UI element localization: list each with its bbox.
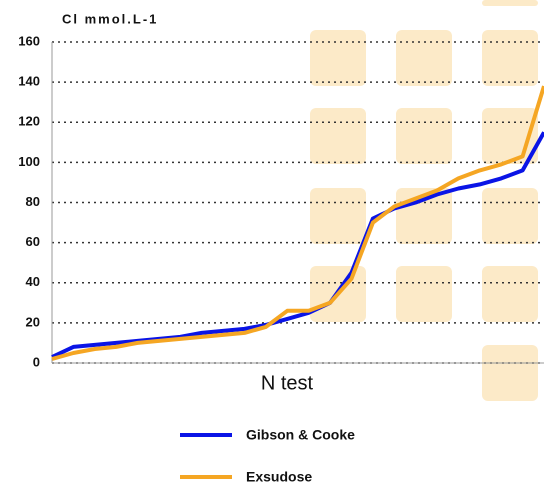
- y-tick-label: 140: [18, 74, 40, 89]
- y-tick-label: 120: [18, 114, 40, 129]
- series-line: [52, 86, 544, 359]
- y-tick-label: 80: [26, 194, 40, 209]
- y-tick-label: 160: [18, 33, 40, 48]
- y-tick-label: 60: [26, 234, 40, 249]
- y-tick-label: 0: [33, 354, 40, 369]
- y-tick-label: 40: [26, 274, 40, 289]
- y-tick-label: 20: [26, 314, 40, 329]
- y-axis-title: Cl mmol.L-1: [62, 11, 158, 26]
- chart: Cl mmol.L-1 N test 0 20 40 60 80 100 120 140 160…: [0, 0, 544, 484]
- x-axis-title: N test: [261, 372, 314, 394]
- y-tick-label: 100: [18, 154, 40, 169]
- legend-label: Gibson & Cooke: [246, 427, 355, 443]
- legend-label: Exsudose: [246, 469, 312, 484]
- page: {"chart_data": {"type": "line", "title":…: [0, 0, 544, 484]
